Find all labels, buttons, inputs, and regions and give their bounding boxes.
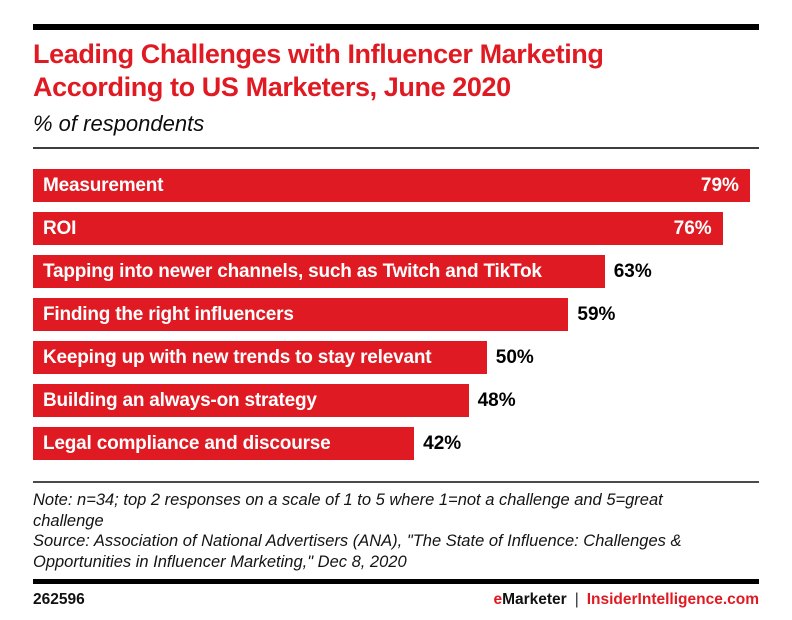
bar-row: Building an always-on strategy 48% [33, 384, 759, 417]
source-text: Source: Association of National Advertis… [33, 532, 682, 571]
bar: Finding the right influencers [33, 298, 569, 331]
bar-value-label: 63% [613, 260, 652, 282]
bar-value-label: 79% [700, 174, 739, 196]
bar-value-label: 50% [495, 346, 534, 368]
subtitle-rule [33, 147, 759, 149]
bar: Measurement 79% [33, 169, 750, 202]
insider-intelligence-link[interactable]: InsiderIntelligence.com [586, 591, 759, 608]
bar-row: Finding the right influencers 59% [33, 298, 759, 331]
bar: Keeping up with new trends to stay relev… [33, 341, 487, 374]
notes-block: Note: n=34; top 2 responses on a scale o… [33, 490, 729, 572]
chart-title-line1: Leading Challenges with Influencer Marke… [33, 39, 604, 69]
bar-category-label: Building an always-on strategy [43, 389, 317, 411]
footer-separator: | [574, 591, 579, 608]
bar-category-label: Finding the right influencers [43, 303, 294, 325]
chart-id: 262596 [33, 591, 85, 608]
notes-rule [33, 481, 759, 483]
brand-e: e [493, 591, 503, 608]
chart-title-line2: According to US Marketers, June 2020 [33, 72, 511, 102]
bar: Legal compliance and discourse [33, 427, 415, 460]
bar: Tapping into newer channels, such as Twi… [33, 255, 605, 288]
bar-chart: Measurement 79% ROI 76% Tapping into newer c… [33, 169, 759, 460]
bar-category-label: Measurement [43, 174, 164, 196]
bar: ROI 76% [33, 212, 723, 245]
chart-page: Leading Challenges with Influencer Marke… [33, 0, 759, 609]
bar-row: ROI 76% [33, 212, 759, 245]
chart-subtitle: % of respondents [33, 111, 205, 136]
brand-emarketer: eMarketer [493, 591, 566, 609]
bar-value-label: 76% [673, 217, 712, 239]
bar-category-label: ROI [43, 217, 77, 239]
bottom-rule [33, 579, 759, 584]
bar: Building an always-on strategy [33, 384, 469, 417]
bar-category-label: Tapping into newer channels, such as Twi… [43, 260, 542, 282]
bar-value-label: 42% [423, 432, 462, 454]
bar-row: Keeping up with new trends to stay relev… [33, 341, 759, 374]
top-rule [33, 24, 759, 30]
bar-row: Legal compliance and discourse 42% [33, 427, 759, 460]
bar-row: Tapping into newer channels, such as Twi… [33, 255, 759, 288]
footer: 262596 eMarketer | InsiderIntelligence.c… [33, 591, 759, 609]
bar-value-label: 48% [477, 389, 516, 411]
bar-row: Measurement 79% [33, 169, 759, 202]
brand-block: eMarketer | InsiderIntelligence.com [493, 591, 759, 609]
bar-category-label: Legal compliance and discourse [43, 432, 331, 454]
bar-value-label: 59% [577, 303, 616, 325]
bar-category-label: Keeping up with new trends to stay relev… [43, 346, 432, 368]
chart-title: Leading Challenges with Influencer Marke… [33, 38, 759, 104]
brand-marketer: Marketer [502, 591, 567, 608]
note-text: Note: n=34; top 2 responses on a scale o… [33, 491, 663, 530]
